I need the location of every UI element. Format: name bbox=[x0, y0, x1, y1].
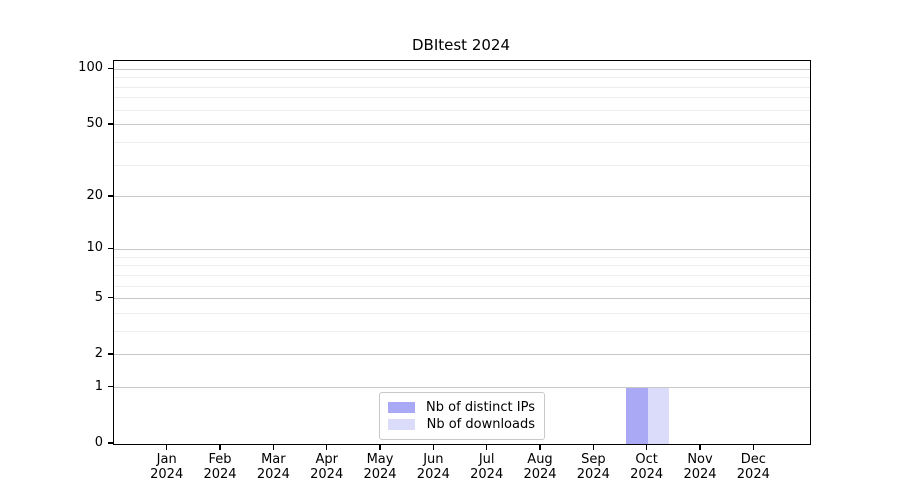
x-axis-tick-label: Sep 2024 bbox=[562, 452, 624, 482]
major-gridline bbox=[114, 196, 810, 198]
x-axis-tick-label-line: Sep bbox=[581, 452, 606, 467]
x-axis-tick-label: Feb 2024 bbox=[189, 452, 251, 482]
major-gridline bbox=[114, 298, 810, 300]
minor-gridline bbox=[114, 265, 810, 267]
x-axis-tick-label-line: Nov bbox=[687, 452, 713, 467]
bar-distinct-ips bbox=[626, 387, 648, 444]
bar-downloads bbox=[647, 387, 669, 444]
y-axis-tick-label: 100 bbox=[78, 60, 103, 76]
legend: Nb of distinct IPs Nb of downloads bbox=[379, 392, 545, 440]
y-axis-tick-label: 50 bbox=[86, 115, 103, 131]
x-axis-tick-label: Nov 2024 bbox=[669, 452, 731, 482]
x-axis-tick-label-line: Jan bbox=[156, 452, 177, 467]
y-axis-tick-label: 20 bbox=[86, 187, 103, 203]
x-axis-tick bbox=[752, 444, 755, 450]
x-axis-tick-label-line: Apr bbox=[315, 452, 338, 467]
x-axis-tick-label-line: Aug bbox=[527, 452, 553, 467]
minor-gridline bbox=[114, 330, 810, 332]
x-axis-tick bbox=[432, 444, 435, 450]
y-axis-tick-label: 0 bbox=[94, 435, 103, 450]
x-axis-tick-label-line: 2024 bbox=[150, 467, 184, 482]
x-axis-tick-label-line: 2024 bbox=[736, 467, 770, 482]
minor-gridline bbox=[114, 164, 810, 166]
minor-gridline bbox=[114, 97, 810, 99]
y-axis-tick bbox=[108, 67, 113, 70]
x-axis-tick-label: Mar 2024 bbox=[242, 452, 304, 482]
chart-title: DBItest 2024 bbox=[411, 36, 510, 54]
y-axis-tick bbox=[108, 385, 113, 388]
minor-gridline bbox=[114, 312, 810, 314]
x-axis-tick-label: Aug 2024 bbox=[509, 452, 571, 482]
x-axis-tick-label-line: 2024 bbox=[576, 467, 610, 482]
major-gridline bbox=[114, 387, 810, 389]
minor-gridline bbox=[114, 142, 810, 144]
x-axis-tick-label-line: 2024 bbox=[363, 467, 397, 482]
x-axis-tick bbox=[592, 444, 595, 450]
x-axis-tick-label-line: Dec bbox=[740, 452, 766, 467]
x-axis-tick bbox=[165, 444, 168, 450]
x-axis-tick-label-line: 2024 bbox=[203, 467, 237, 482]
x-axis-tick-label: Oct 2024 bbox=[616, 452, 678, 482]
major-gridline bbox=[114, 124, 810, 126]
major-gridline bbox=[114, 68, 810, 70]
x-axis-tick-label: Dec 2024 bbox=[722, 452, 784, 482]
x-axis-tick-label-line: 2024 bbox=[683, 467, 717, 482]
x-axis-tick-label-line: Oct bbox=[635, 452, 658, 467]
plot-area: Nb of distinct IPs Nb of downloads bbox=[113, 60, 811, 445]
x-axis-tick-label-line: Jun bbox=[423, 452, 444, 467]
legend-label-downloads: Nb of downloads bbox=[426, 417, 535, 432]
x-axis-tick bbox=[485, 444, 488, 450]
x-axis-tick bbox=[645, 444, 648, 450]
x-axis-tick bbox=[272, 444, 275, 450]
bars-layer bbox=[114, 61, 810, 444]
x-axis-tick-label-line: Jul bbox=[478, 452, 495, 467]
y-axis-tick bbox=[108, 123, 113, 125]
legend-swatch-distinct-ips-icon bbox=[388, 402, 415, 413]
legend-swatch-downloads-icon bbox=[388, 419, 415, 430]
x-axis-tick-label: May 2024 bbox=[349, 452, 411, 482]
x-axis-tick-label-line: 2024 bbox=[470, 467, 504, 482]
x-axis-tick-label: Jul 2024 bbox=[456, 452, 518, 482]
x-axis-tick-label-line: May bbox=[366, 452, 394, 467]
x-axis-tick bbox=[539, 444, 541, 450]
y-axis-tick-label: 5 bbox=[94, 289, 103, 305]
x-axis-tick-label-line: Feb bbox=[208, 452, 232, 467]
x-axis-tick bbox=[379, 444, 381, 450]
y-axis-tick bbox=[108, 296, 113, 299]
x-axis-tick-label-line: 2024 bbox=[256, 467, 290, 482]
x-axis-tick-label-line: 2024 bbox=[416, 467, 450, 482]
y-axis-tick-label: 1 bbox=[94, 378, 103, 394]
legend-item-downloads: Nb of downloads bbox=[388, 416, 535, 433]
x-axis-tick-label-line: Mar bbox=[261, 452, 286, 467]
minor-gridline bbox=[114, 256, 810, 258]
x-axis-tick-label-line: 2024 bbox=[310, 467, 344, 482]
y-axis-tick-label: 2 bbox=[94, 345, 103, 361]
x-axis-tick bbox=[699, 444, 701, 450]
x-axis-tick bbox=[325, 444, 328, 450]
x-axis-tick-label-line: 2024 bbox=[630, 467, 664, 482]
y-axis-tick bbox=[108, 442, 113, 444]
major-gridline bbox=[114, 248, 810, 250]
legend-label-distinct-ips: Nb of distinct IPs bbox=[426, 400, 535, 415]
x-axis-tick-label-line: 2024 bbox=[523, 467, 557, 482]
x-axis-tick-label: Jan 2024 bbox=[136, 452, 198, 482]
minor-gridline bbox=[114, 77, 810, 79]
minor-gridline bbox=[114, 86, 810, 88]
x-axis-tick-label: Jun 2024 bbox=[402, 452, 464, 482]
minor-gridline bbox=[114, 274, 810, 276]
x-axis-tick-label: Apr 2024 bbox=[296, 452, 358, 482]
y-axis-tick bbox=[108, 195, 113, 197]
x-axis-tick bbox=[219, 444, 221, 450]
y-axis-tick-label: 10 bbox=[86, 240, 103, 256]
y-axis-tick bbox=[108, 247, 113, 250]
gridlines-layer bbox=[114, 61, 810, 444]
major-gridline bbox=[114, 354, 810, 356]
minor-gridline bbox=[114, 285, 810, 287]
legend-item-distinct-ips: Nb of distinct IPs bbox=[388, 399, 535, 416]
minor-gridline bbox=[114, 109, 810, 111]
y-axis-tick bbox=[108, 353, 113, 355]
